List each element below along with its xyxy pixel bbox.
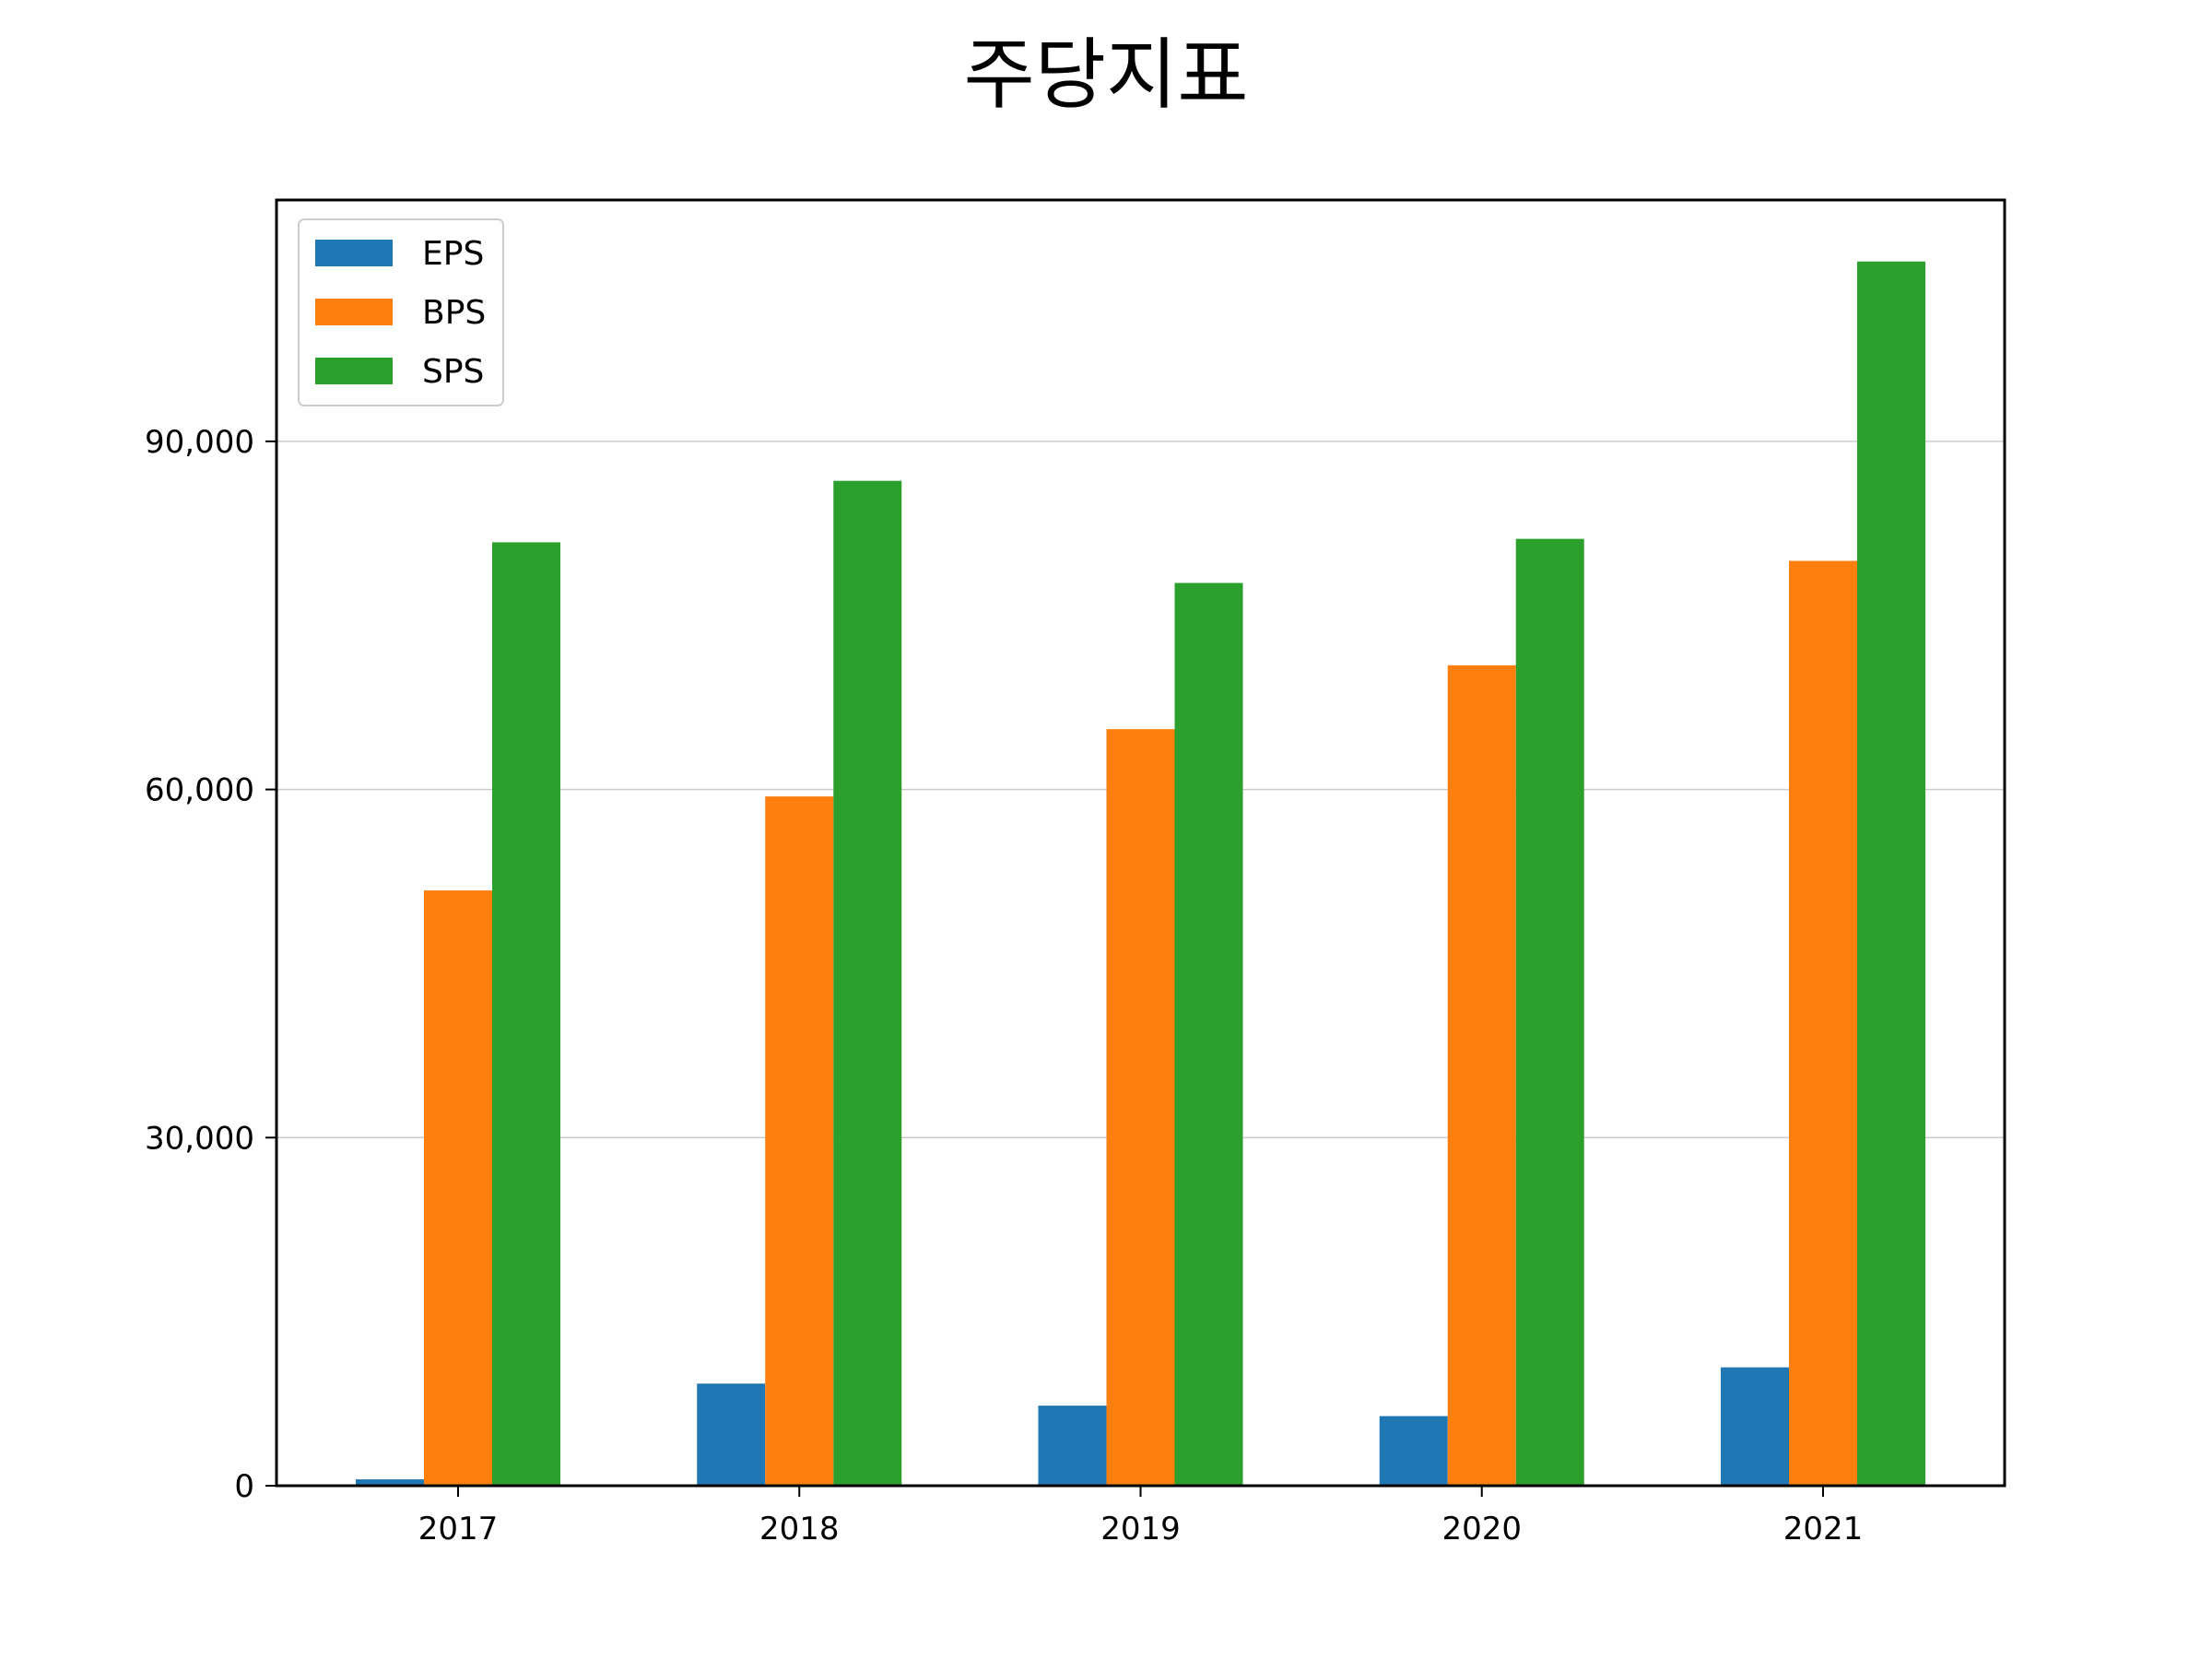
bar-sps-2018 bbox=[833, 480, 902, 1487]
bar-sps-2020 bbox=[1515, 538, 1584, 1486]
y-axis: 0 30,000 60,000 90,000 bbox=[145, 424, 276, 1505]
x-axis: 2017 2018 2019 2020 2021 bbox=[418, 1486, 1864, 1547]
bar-eps-2019 bbox=[1038, 1406, 1107, 1486]
y-tick-label: 90,000 bbox=[145, 424, 254, 461]
legend-swatch-eps bbox=[315, 240, 393, 266]
legend-swatch-sps bbox=[315, 358, 393, 384]
bar-bps-2021 bbox=[1789, 560, 1857, 1486]
chart-title: 주당지표 bbox=[963, 29, 1249, 120]
bar-eps-2020 bbox=[1379, 1416, 1448, 1486]
bars bbox=[356, 261, 1925, 1487]
legend-swatch-bps bbox=[315, 299, 393, 325]
legend-label-bps: BPS bbox=[422, 294, 486, 332]
bar-sps-2021 bbox=[1857, 261, 1925, 1487]
bar-sps-2017 bbox=[492, 542, 560, 1486]
bar-eps-2017 bbox=[356, 1479, 424, 1486]
bar-eps-2021 bbox=[1721, 1367, 1789, 1486]
x-tick-label: 2017 bbox=[418, 1511, 499, 1547]
legend-label-eps: EPS bbox=[422, 235, 484, 273]
x-tick-label: 2018 bbox=[759, 1511, 840, 1547]
bar-bps-2019 bbox=[1106, 729, 1175, 1486]
bar-sps-2019 bbox=[1174, 582, 1243, 1486]
x-tick-label: 2020 bbox=[1441, 1511, 1522, 1547]
bar-bps-2020 bbox=[1447, 665, 1516, 1486]
y-tick-label: 30,000 bbox=[145, 1120, 254, 1157]
bar-eps-2018 bbox=[697, 1383, 766, 1486]
y-tick-label: 60,000 bbox=[145, 772, 254, 809]
bar-bps-2018 bbox=[765, 796, 834, 1486]
y-tick-label: 0 bbox=[234, 1468, 254, 1505]
legend-label-sps: SPS bbox=[422, 353, 484, 391]
x-tick-label: 2021 bbox=[1783, 1511, 1864, 1547]
legend[interactable]: EPS BPS SPS bbox=[298, 218, 504, 406]
bar-bps-2017 bbox=[424, 890, 492, 1486]
x-tick-label: 2019 bbox=[1100, 1511, 1181, 1547]
